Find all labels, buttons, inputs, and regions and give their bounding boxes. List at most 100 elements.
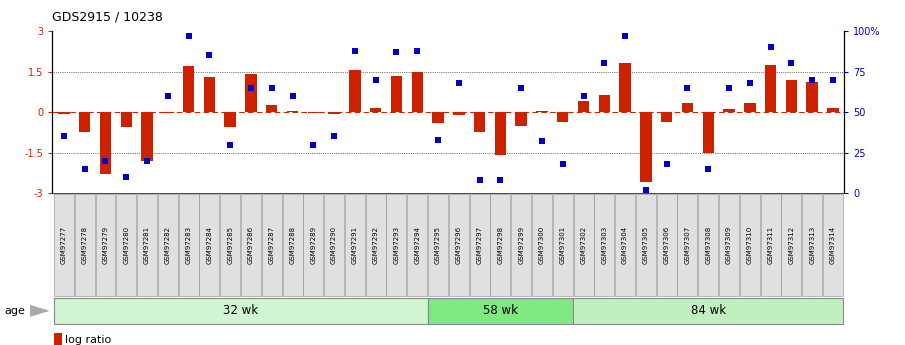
Bar	[723, 109, 735, 112]
Bar	[681, 103, 693, 112]
Point	[535, 139, 549, 144]
Point	[639, 187, 653, 193]
Text: GSM97279: GSM97279	[102, 226, 109, 264]
Bar	[79, 112, 91, 132]
FancyBboxPatch shape	[802, 194, 822, 296]
Text: GSM97314: GSM97314	[830, 226, 836, 264]
Point	[243, 85, 258, 91]
FancyBboxPatch shape	[491, 194, 510, 296]
FancyBboxPatch shape	[54, 194, 74, 296]
Point	[452, 80, 466, 86]
Text: GSM97309: GSM97309	[726, 226, 732, 264]
Bar	[100, 112, 111, 174]
Text: GSM97310: GSM97310	[747, 226, 753, 264]
Text: GSM97278: GSM97278	[81, 226, 88, 264]
Bar	[433, 112, 443, 123]
Point	[784, 61, 798, 66]
FancyBboxPatch shape	[386, 194, 406, 296]
FancyBboxPatch shape	[657, 194, 677, 296]
Text: GSM97288: GSM97288	[290, 226, 296, 264]
Bar	[744, 103, 756, 112]
FancyBboxPatch shape	[449, 194, 469, 296]
Text: GSM97285: GSM97285	[227, 226, 233, 264]
Bar	[806, 82, 818, 112]
FancyBboxPatch shape	[220, 194, 240, 296]
Point	[223, 142, 237, 147]
Text: age: age	[5, 306, 25, 316]
FancyBboxPatch shape	[719, 194, 739, 296]
Bar	[183, 66, 195, 112]
FancyBboxPatch shape	[53, 298, 428, 324]
Text: GSM97294: GSM97294	[414, 226, 420, 264]
Text: GSM97303: GSM97303	[601, 226, 607, 264]
Point	[825, 77, 840, 82]
Point	[57, 134, 71, 139]
Bar	[495, 112, 506, 155]
Bar	[577, 101, 589, 112]
Point	[722, 85, 737, 91]
FancyBboxPatch shape	[678, 194, 698, 296]
Bar	[391, 76, 402, 112]
Bar	[349, 70, 360, 112]
FancyBboxPatch shape	[553, 194, 573, 296]
Bar	[786, 80, 797, 112]
Point	[763, 45, 777, 50]
Polygon shape	[30, 305, 50, 317]
Text: GSM97299: GSM97299	[519, 226, 524, 264]
FancyBboxPatch shape	[366, 194, 386, 296]
Text: GSM97281: GSM97281	[144, 226, 150, 264]
Bar	[765, 65, 776, 112]
Text: GSM97308: GSM97308	[705, 226, 711, 264]
FancyBboxPatch shape	[157, 194, 177, 296]
Point	[285, 93, 300, 99]
Text: GSM97306: GSM97306	[663, 226, 670, 264]
FancyBboxPatch shape	[282, 194, 302, 296]
FancyBboxPatch shape	[739, 194, 760, 296]
Text: GSM97290: GSM97290	[331, 226, 338, 264]
Point	[327, 134, 341, 139]
Text: 58 wk: 58 wk	[483, 304, 518, 317]
Point	[701, 166, 716, 171]
Text: GSM97301: GSM97301	[559, 226, 566, 264]
Text: GSM97292: GSM97292	[373, 226, 378, 264]
FancyBboxPatch shape	[178, 194, 198, 296]
Text: GSM97295: GSM97295	[435, 226, 441, 264]
Bar	[619, 63, 631, 112]
Text: GSM97277: GSM97277	[61, 226, 67, 264]
Text: GSM97304: GSM97304	[622, 226, 628, 264]
FancyBboxPatch shape	[823, 194, 843, 296]
Bar	[204, 77, 215, 112]
Point	[264, 85, 279, 91]
Bar	[557, 112, 568, 121]
Bar	[162, 112, 174, 113]
Bar	[120, 112, 132, 127]
Bar	[141, 112, 153, 161]
Bar	[54, 333, 62, 345]
Bar	[474, 112, 485, 132]
FancyBboxPatch shape	[574, 194, 594, 296]
Text: GSM97297: GSM97297	[477, 226, 482, 264]
Text: 84 wk: 84 wk	[691, 304, 726, 317]
Text: GSM97300: GSM97300	[539, 226, 545, 264]
Point	[681, 85, 695, 91]
FancyBboxPatch shape	[636, 194, 656, 296]
Bar	[266, 105, 278, 112]
FancyBboxPatch shape	[760, 194, 780, 296]
FancyBboxPatch shape	[428, 194, 448, 296]
FancyBboxPatch shape	[595, 194, 614, 296]
Text: GSM97298: GSM97298	[498, 226, 503, 264]
Point	[514, 85, 529, 91]
Bar	[640, 112, 652, 183]
Bar	[245, 74, 257, 112]
Bar	[537, 111, 548, 112]
Bar	[827, 108, 839, 112]
FancyBboxPatch shape	[615, 194, 635, 296]
Point	[306, 142, 320, 147]
Point	[556, 161, 570, 167]
FancyBboxPatch shape	[75, 194, 95, 296]
FancyBboxPatch shape	[532, 194, 552, 296]
Text: GSM97284: GSM97284	[206, 226, 213, 264]
FancyBboxPatch shape	[117, 194, 137, 296]
FancyBboxPatch shape	[781, 194, 801, 296]
FancyBboxPatch shape	[324, 194, 344, 296]
